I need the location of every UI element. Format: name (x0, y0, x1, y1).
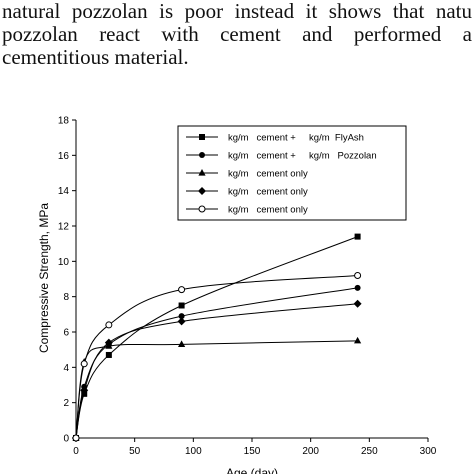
legend-marker (198, 169, 206, 176)
data-point (354, 233, 361, 240)
series-3 (72, 336, 362, 441)
legend-item: kg/m cement only (186, 169, 308, 180)
paragraph-line-3: cementitious material. (2, 46, 189, 69)
legend-marker (199, 152, 205, 158)
x-axis-label: Age (day) (226, 466, 278, 474)
y-tick-label: 16 (58, 151, 70, 162)
series-1 (73, 233, 361, 441)
x-tick-label: 250 (361, 446, 378, 457)
data-point (105, 351, 112, 358)
y-tick-label: 8 (63, 292, 69, 303)
data-point (353, 299, 362, 308)
series-line (75, 274, 358, 439)
legend-marker (198, 187, 206, 195)
legend-marker (198, 205, 206, 213)
series-line (75, 287, 358, 439)
series-5 (72, 271, 362, 442)
series-line (75, 303, 358, 439)
legend: kg/m cement + kg/m FlyAsh kg/m cement + k… (177, 125, 407, 221)
x-tick-label: 0 (73, 446, 79, 457)
x-tick-label: 200 (302, 446, 319, 457)
series-4 (72, 299, 362, 442)
data-point (354, 284, 361, 291)
data-point (177, 317, 186, 326)
y-tick-label: 14 (58, 186, 70, 197)
legend-marker (199, 134, 205, 140)
y-tick-label: 10 (58, 257, 70, 268)
body-paragraph: natural pozzolan is poor instead it show… (0, 0, 474, 69)
series-line (75, 236, 358, 439)
data-point (354, 336, 362, 344)
series-2 (73, 284, 361, 441)
data-point (178, 302, 185, 309)
x-tick-label: 150 (244, 446, 261, 457)
data-point (178, 340, 186, 347)
y-tick-label: 6 (63, 328, 69, 339)
series-line (75, 340, 358, 439)
x-tick-label: 300 (420, 446, 437, 457)
axes: 0 2 4 6 8 10 12 14 16 18 0 50 100 150 200 250 300 (58, 116, 437, 458)
data-point (178, 286, 186, 294)
y-tick-label: 12 (58, 222, 70, 233)
paragraph-line-2: pozzolan react with cement and performed… (2, 23, 472, 46)
x-tick-label: 50 (129, 446, 141, 457)
y-tick-label: 0 (63, 434, 69, 445)
data-point (105, 321, 113, 329)
legend-label: kg/m cement only (228, 169, 308, 180)
data-point (72, 434, 80, 442)
y-axis-label: Compressive Strength, MPa (37, 203, 51, 353)
legend-label: kg/m cement + kg/m Pozzolan (228, 151, 377, 162)
legend-item: kg/m cement only (186, 205, 308, 216)
legend-label: kg/m cement only (228, 187, 308, 198)
legend-label: kg/m cement only (228, 205, 308, 216)
y-tick-label: 18 (58, 116, 70, 127)
data-point (104, 338, 113, 347)
paragraph-line-1: natural pozzolan is poor instead it show… (2, 0, 472, 23)
legend-label: kg/m cement + kg/m FlyAsh (228, 133, 364, 144)
legend-item: kg/m cement + kg/m Pozzolan (186, 151, 377, 162)
compressive-strength-chart: 0 2 4 6 8 10 12 14 16 18 0 50 100 150 200 250 300 kg/m c… (37, 116, 437, 474)
x-tick-label: 100 (185, 446, 202, 457)
y-tick-label: 4 (63, 363, 69, 374)
legend-item: kg/m cement only (186, 187, 308, 198)
y-tick-label: 2 (63, 398, 69, 409)
legend-item: kg/m cement + kg/m FlyAsh (186, 133, 364, 144)
legend-box (177, 125, 407, 221)
series-layer (72, 233, 362, 442)
data-point (178, 313, 185, 320)
data-point (80, 360, 88, 368)
data-point (80, 386, 89, 395)
data-point (354, 271, 362, 279)
